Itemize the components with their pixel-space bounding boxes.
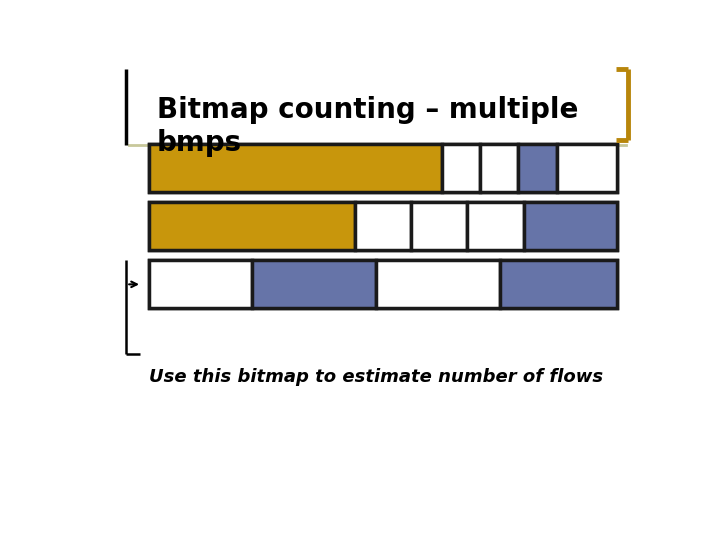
Bar — [411, 202, 467, 250]
Text: Use this bitmap to estimate number of flows: Use this bitmap to estimate number of fl… — [148, 368, 603, 386]
Bar — [148, 260, 617, 308]
Bar — [518, 144, 557, 192]
Bar — [148, 144, 441, 192]
Bar — [523, 202, 617, 250]
Bar — [148, 260, 252, 308]
Bar — [355, 202, 411, 250]
Bar — [376, 260, 500, 308]
Bar — [467, 202, 523, 250]
Bar — [252, 260, 376, 308]
Bar — [148, 202, 355, 250]
Text: bmps: bmps — [157, 129, 242, 157]
Bar — [557, 144, 617, 192]
Bar — [148, 202, 617, 250]
Text: Bitmap counting – multiple: Bitmap counting – multiple — [157, 96, 578, 124]
Bar — [441, 144, 480, 192]
Bar — [480, 144, 518, 192]
Bar — [148, 144, 617, 192]
Bar — [500, 260, 617, 308]
